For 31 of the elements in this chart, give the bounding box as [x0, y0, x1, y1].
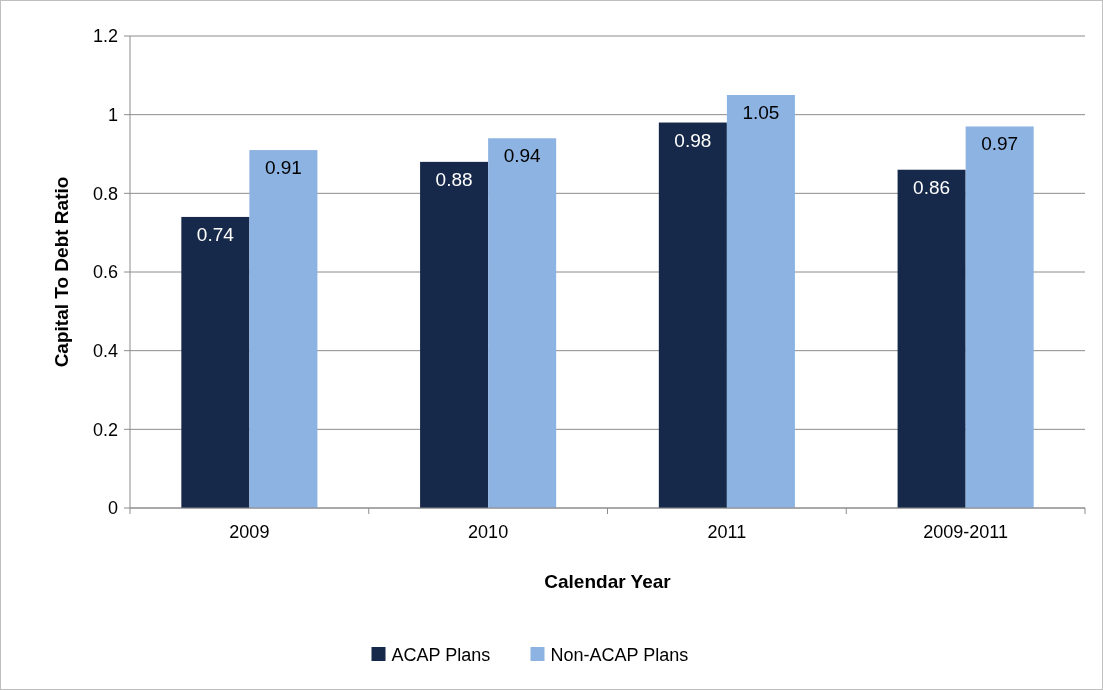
y-axis-title: Capital To Debt Ratio [51, 176, 72, 368]
y-tick-label: 1 [107, 104, 118, 125]
y-tick-label: 0 [107, 498, 118, 519]
bar [726, 95, 795, 508]
bar [488, 138, 557, 508]
bar [181, 216, 250, 508]
x-tick-label: 2009 [229, 522, 270, 542]
data-label: 0.98 [674, 129, 712, 151]
data-label: 1.05 [742, 102, 780, 123]
data-label: 0.94 [503, 145, 542, 167]
bar [249, 150, 318, 508]
data-label: 0.88 [435, 168, 473, 190]
legend-label: ACAP Plans [391, 645, 491, 666]
bar [897, 169, 966, 508]
data-label: 0.91 [264, 157, 302, 179]
bar [965, 126, 1034, 508]
legend-label: Non-ACAP Plans [550, 645, 689, 666]
x-tick-label: 2010 [468, 522, 509, 542]
x-tick-label: 2009-2011 [923, 522, 1008, 542]
y-tick-label: 0.6 [92, 262, 118, 283]
data-label: 0.86 [913, 176, 951, 198]
y-tick-label: 0.4 [92, 340, 118, 361]
data-label: 0.74 [196, 223, 235, 245]
bar [658, 122, 727, 508]
y-tick-label: 0.8 [92, 183, 118, 204]
y-tick-label: 0.2 [92, 419, 118, 440]
bar [420, 161, 489, 508]
data-label: 0.97 [981, 133, 1019, 155]
x-tick-label: 2011 [707, 522, 747, 542]
x-axis-title: Calendar Year [544, 571, 672, 592]
y-tick-label: 1.2 [92, 26, 118, 47]
